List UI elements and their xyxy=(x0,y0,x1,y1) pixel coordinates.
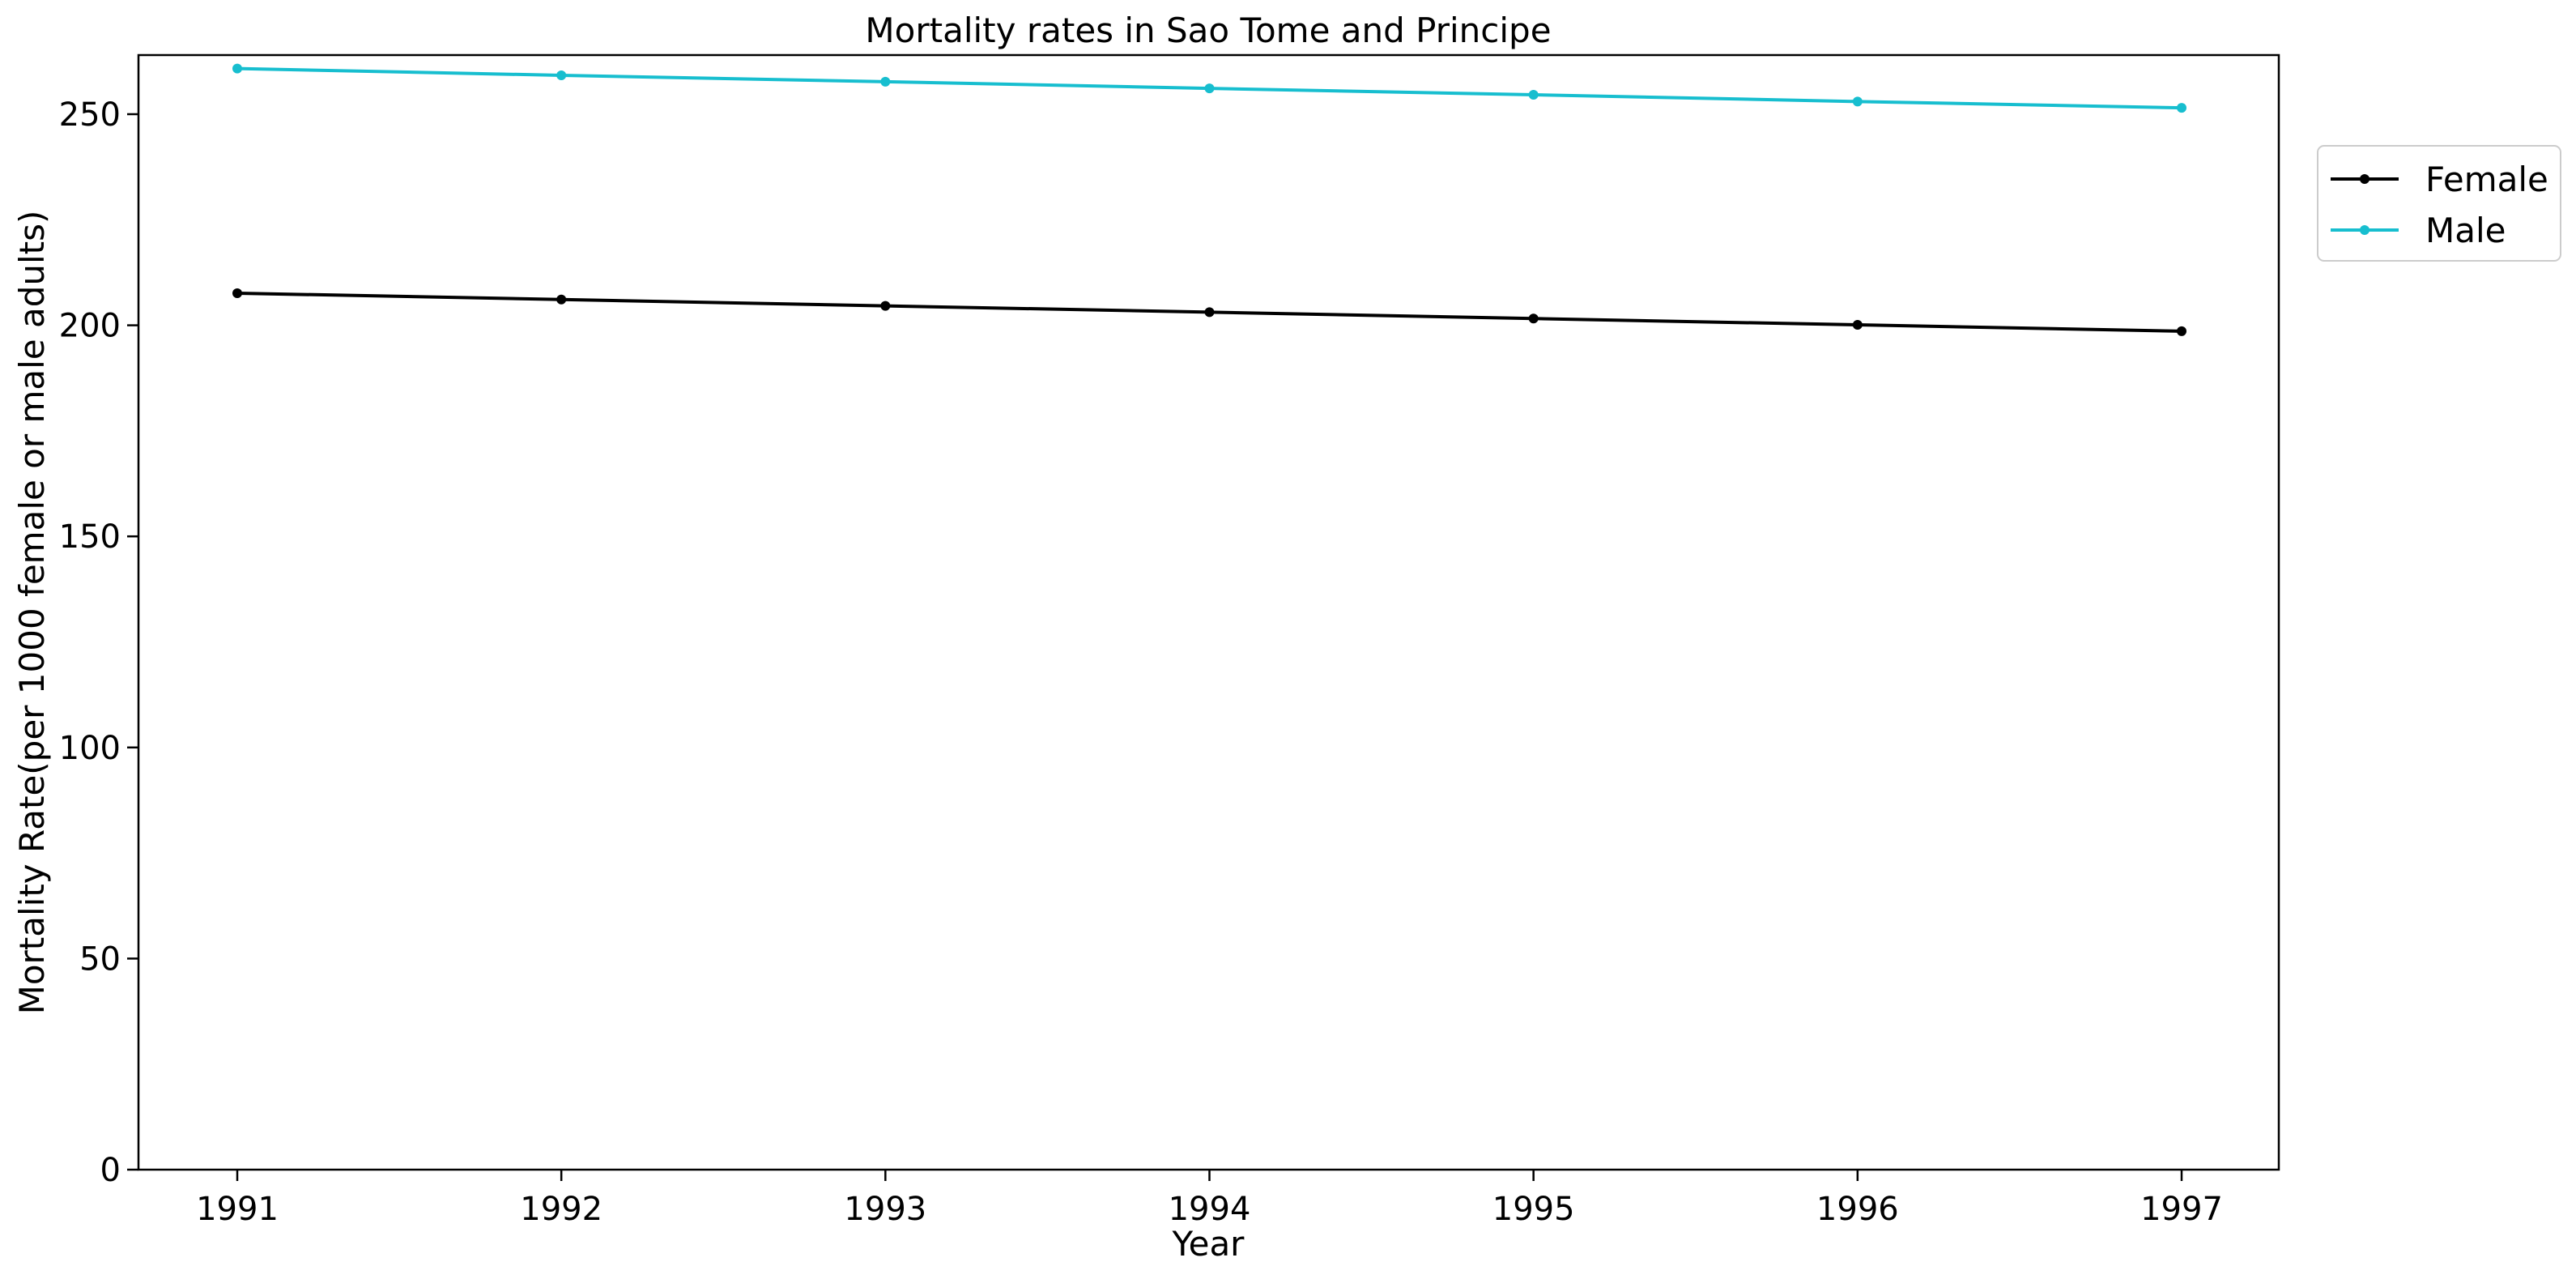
y-axis-label: Mortality Rate(per 1000 female or male a… xyxy=(12,211,52,1015)
legend-label-male: Male xyxy=(2425,211,2506,250)
x-axis-label: Year xyxy=(1172,1224,1245,1264)
plot-area-frame xyxy=(137,53,2280,1171)
data-point-female xyxy=(1852,320,1863,330)
data-point-male xyxy=(1852,96,1863,107)
y-tick-label: 0 xyxy=(100,1152,121,1189)
legend-marker-female xyxy=(2360,174,2369,184)
x-tick-label: 1993 xyxy=(844,1191,926,1228)
data-point-male xyxy=(2177,103,2186,113)
x-tick-label: 1996 xyxy=(1816,1191,1899,1228)
legend-items: Female Male xyxy=(2331,160,2548,250)
y-tick-label: 200 xyxy=(59,308,121,345)
legend-marker-male xyxy=(2360,225,2369,235)
chart-title: Mortality rates in Sao Tome and Principe xyxy=(865,11,1551,50)
y-axis: 0 50 100 150 200 250 xyxy=(59,96,138,1189)
legend-box xyxy=(2317,145,2561,262)
data-point-female xyxy=(556,294,567,305)
data-point-male xyxy=(1204,83,1215,94)
x-tick-label: 1994 xyxy=(1169,1191,1251,1228)
x-tick-label: 1997 xyxy=(2140,1191,2223,1228)
data-point-female xyxy=(880,301,891,311)
data-point-female xyxy=(2177,326,2186,336)
y-tick-label: 250 xyxy=(59,96,121,134)
x-tick-label: 1995 xyxy=(1492,1191,1575,1228)
data-point-male xyxy=(556,70,567,81)
y-tick-label: 50 xyxy=(79,940,121,978)
x-tick-label: 1991 xyxy=(196,1191,279,1228)
legend: Female Male xyxy=(2317,145,2561,262)
data-point-male xyxy=(1528,89,1539,100)
data-point-male xyxy=(880,76,891,87)
x-axis: 1991 1992 1993 1994 1995 1996 1997 xyxy=(196,1170,2223,1228)
data-point-female xyxy=(232,288,242,298)
data-point-female xyxy=(1204,307,1215,318)
data-point-female xyxy=(1528,313,1539,324)
legend-label-female: Female xyxy=(2425,160,2548,199)
y-tick-label: 100 xyxy=(59,730,121,767)
x-tick-label: 1992 xyxy=(520,1191,602,1228)
series-layer xyxy=(232,63,2186,336)
data-point-male xyxy=(232,63,242,74)
y-tick-label: 150 xyxy=(59,518,121,556)
